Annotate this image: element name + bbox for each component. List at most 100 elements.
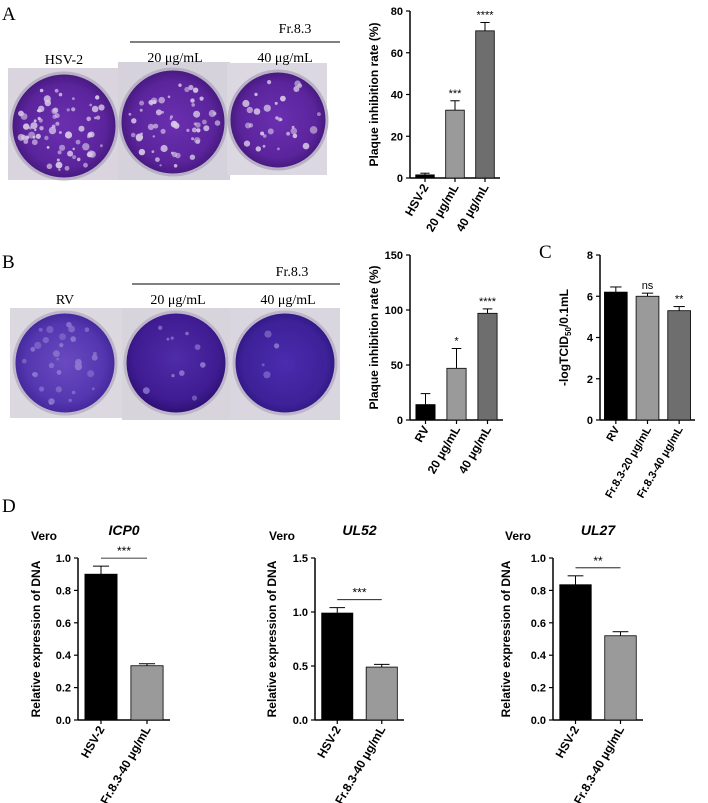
y-tick-label: 0.8	[531, 585, 546, 597]
y-tick-label: 0.0	[531, 715, 546, 727]
plaque-spot	[208, 109, 216, 118]
well-b-20	[123, 310, 229, 416]
bar	[321, 612, 354, 721]
plaque-spot	[185, 331, 189, 336]
plaque-spot	[171, 374, 175, 378]
plaque-spot	[150, 97, 158, 105]
plaque-spot	[34, 128, 37, 132]
plaque-spot	[166, 337, 170, 341]
y-tick-label: 1.0	[293, 607, 308, 619]
plaque-spot	[178, 83, 182, 87]
y-tick-label: 40	[391, 90, 403, 102]
plaque-spot	[263, 104, 271, 112]
y-tick-label: 0.2	[531, 683, 546, 695]
plaque-spot	[86, 116, 91, 122]
well-b-40	[232, 310, 338, 416]
y-tick-label: 0.5	[293, 661, 308, 673]
bar	[477, 312, 498, 421]
plaque-spot	[190, 98, 195, 103]
plaque-spot	[160, 144, 168, 153]
significance-label: ****	[479, 296, 497, 308]
y-tick-label: 0.4	[531, 650, 547, 662]
plaque-spot	[83, 162, 88, 168]
plaque-spot	[173, 122, 180, 129]
bar	[446, 367, 467, 421]
panel-a-photo: HSV-2 20 μg/mL 40 μg/mL Fr.8.3	[8, 22, 340, 181]
plaque-spot	[100, 144, 103, 148]
cell-type-label: Vero	[269, 529, 295, 543]
plaque-spot	[44, 135, 49, 141]
y-tick-label: 0.8	[56, 585, 71, 597]
plaque-spot	[52, 114, 57, 119]
plaque-spot	[70, 336, 76, 342]
plaque-spot	[72, 147, 75, 151]
plaque-spot	[186, 128, 190, 132]
plaque-spot	[55, 161, 63, 169]
plaque-spot	[140, 132, 143, 135]
panel-b-photo: RV 20 μg/mL 40 μg/mL Fr.8.3	[10, 265, 340, 420]
x-tick-label: RV	[412, 424, 432, 445]
bar	[604, 635, 637, 721]
chart-a: 0 20 40 60 80 Plaque inhibition rate (%) HSV-2…	[367, 6, 500, 234]
plaque-spot	[39, 88, 44, 93]
plaque-spot	[135, 135, 143, 142]
photo-label-b-2: 20 μg/mL	[150, 293, 205, 308]
y-tick-label: 0	[397, 173, 403, 185]
panel-letter-d: D	[2, 496, 16, 517]
y-tick-label: 150	[385, 250, 403, 262]
plaque-spot	[159, 164, 162, 167]
y-axis-label-part: -logTCID	[557, 336, 571, 386]
plaque-spot	[184, 86, 190, 93]
x-tick-label: Fr.8.3-40 μg/mL	[571, 724, 627, 803]
plaque-spot	[309, 126, 318, 134]
plaque-spot	[263, 371, 271, 379]
significance-label: ***	[352, 586, 366, 600]
x-tick-label: HSV-2	[314, 723, 344, 760]
photo-label-a-2: 20 μg/mL	[147, 51, 202, 66]
plaque-spot	[131, 118, 137, 124]
plaque-spot	[142, 387, 150, 394]
y-tick-label: 20	[391, 131, 403, 143]
plaque-spot	[188, 84, 194, 91]
plaque-spots	[22, 321, 280, 405]
plaque-spot	[267, 80, 272, 85]
plaque-spot	[71, 390, 76, 395]
bar	[415, 174, 435, 179]
significance-label: ****	[476, 9, 494, 21]
plaque-spot	[66, 321, 72, 328]
plaque-spot	[46, 325, 54, 334]
plaque-spot	[262, 134, 267, 138]
plaque-spot	[76, 157, 81, 162]
plaque-spot	[38, 327, 43, 332]
plaque-spot	[46, 146, 50, 149]
plaque-spot	[191, 395, 198, 401]
plaque-spot	[262, 144, 266, 148]
plaque-spot	[91, 105, 99, 113]
panel-letter-b: B	[2, 252, 15, 273]
y-tick-label: 0	[587, 415, 593, 427]
y-axis-label: Relative expression of DNA	[265, 560, 279, 717]
plaque-spot	[32, 371, 38, 378]
plaque-spot	[167, 95, 171, 99]
group-label-a: Fr.8.3	[279, 22, 312, 37]
significance-label: ***	[117, 544, 131, 558]
plaque-spot	[214, 120, 221, 126]
plaque-spot	[170, 115, 173, 119]
plaque-spot	[279, 118, 283, 121]
x-tick-label: HSV-2	[553, 723, 583, 760]
y-tick-label: 0	[397, 415, 403, 427]
bar	[445, 109, 465, 179]
cell-type-label: Vero	[31, 529, 57, 543]
bar	[667, 310, 691, 421]
plaque-spot	[260, 131, 265, 136]
plaque-spot	[194, 137, 201, 144]
plaque-spot	[203, 125, 210, 132]
plaque-spot	[64, 131, 73, 139]
plaque-spot	[72, 97, 75, 100]
plaque-spot	[48, 126, 57, 135]
plaque-spot	[254, 92, 258, 97]
plaque-spot	[30, 346, 36, 352]
plaque-spot	[56, 357, 60, 361]
bar	[635, 295, 660, 421]
